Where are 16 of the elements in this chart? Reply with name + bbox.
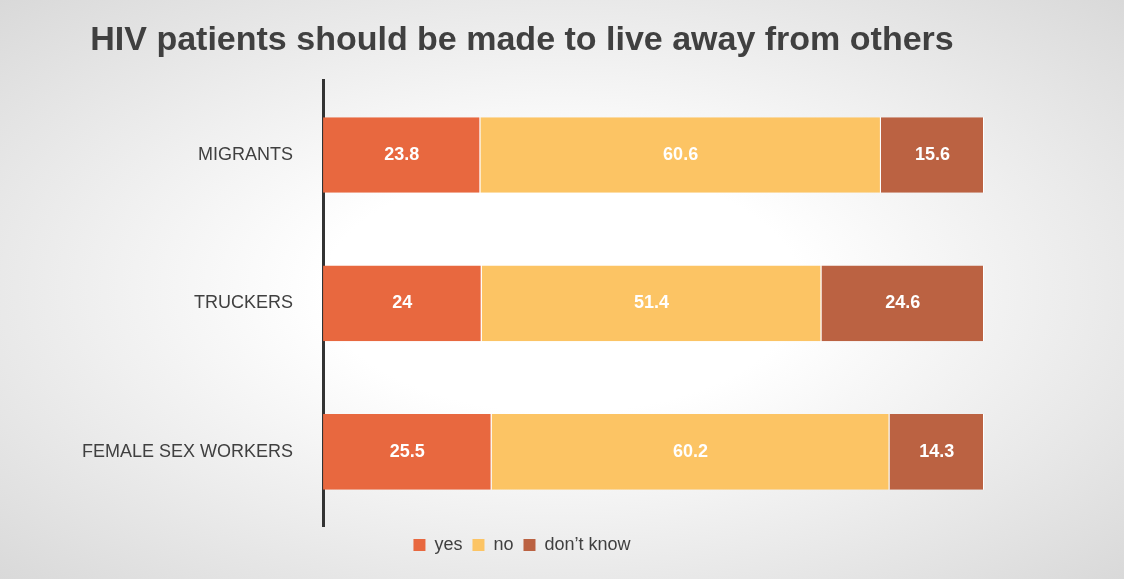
chart-title: HIV patients should be made to live away from others [90,18,954,57]
data-label: 14.3 [919,440,955,461]
data-label: 24.6 [885,292,921,313]
y-tick-label: FEMALE SEX WORKERS [82,440,294,461]
data-label: 51.4 [634,292,670,313]
data-label: 24 [392,292,413,313]
data-label: 23.8 [384,143,420,164]
legend-label: don’t know [544,533,632,554]
data-label: 60.6 [663,143,699,164]
legend-label: yes [434,533,463,554]
data-label: 60.2 [673,440,709,461]
data-label: 15.6 [914,143,950,164]
y-tick-label: TRUCKERS [194,292,294,313]
y-tick-label: MIGRANTS [198,143,294,164]
legend-label: no [493,533,514,554]
data-label: 25.5 [389,440,425,461]
